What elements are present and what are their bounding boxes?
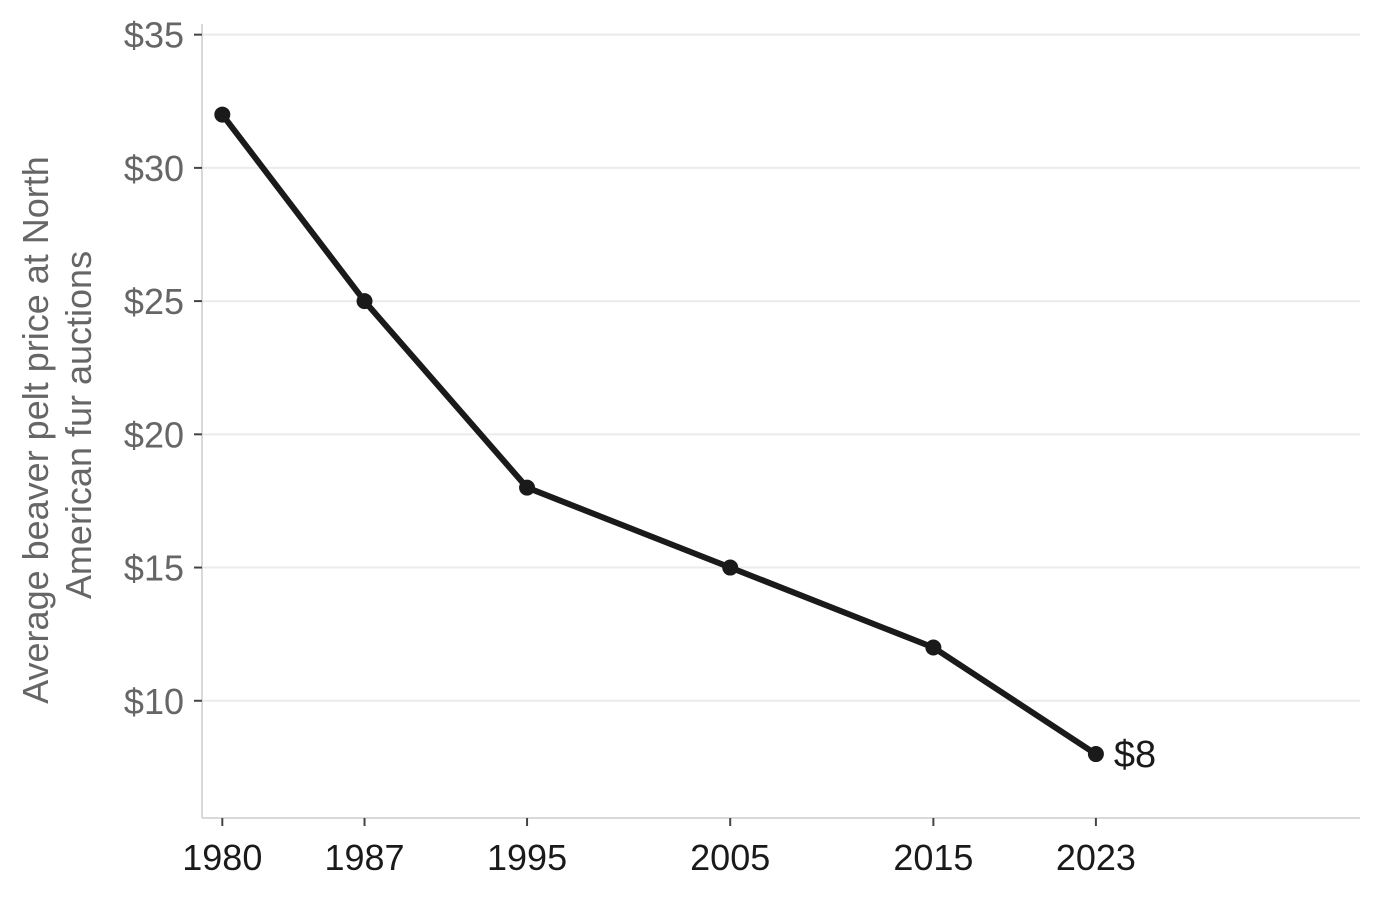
- y-tick-label-25: $25: [124, 281, 184, 322]
- y-tick-label-10: $10: [124, 681, 184, 722]
- gridlines: [202, 33, 1360, 702]
- y-tick-label-35: $35: [124, 15, 184, 56]
- series-line: [219, 111, 1099, 758]
- x-tick-label-1987: 1987: [324, 837, 404, 878]
- y-axis-label-line-1: Average beaver pelt price at North: [15, 156, 56, 704]
- data-point-2005: [722, 559, 739, 576]
- y-axis-label: Average beaver pelt price at North Ameri…: [15, 146, 99, 704]
- x-tick-label-2005: 2005: [690, 837, 770, 878]
- x-ticks: 1980 1987 1995 2005 2015 2023: [182, 818, 1136, 878]
- y-tick-label-30: $30: [124, 148, 184, 189]
- axes: [201, 24, 1360, 819]
- series-price: [214, 106, 1104, 763]
- y-tick-label-20: $20: [124, 414, 184, 455]
- x-tick-label-2015: 2015: [893, 837, 973, 878]
- x-tick-label-2023: 2023: [1056, 837, 1136, 878]
- y-axis-label-line-2: American fur auctions: [58, 251, 99, 599]
- end-value-label: $8: [1114, 734, 1156, 776]
- data-point-2023: [1087, 746, 1104, 763]
- y-ticks: $10 $15 $20 $25 $30 $35: [124, 15, 202, 722]
- x-tick-label-1980: 1980: [182, 837, 262, 878]
- y-tick-label-15: $15: [124, 548, 184, 589]
- data-point-1995: [519, 479, 536, 496]
- data-point-2015: [925, 639, 942, 656]
- data-point-1980: [214, 106, 231, 123]
- data-point-1987: [356, 293, 373, 310]
- x-tick-label-1995: 1995: [487, 837, 567, 878]
